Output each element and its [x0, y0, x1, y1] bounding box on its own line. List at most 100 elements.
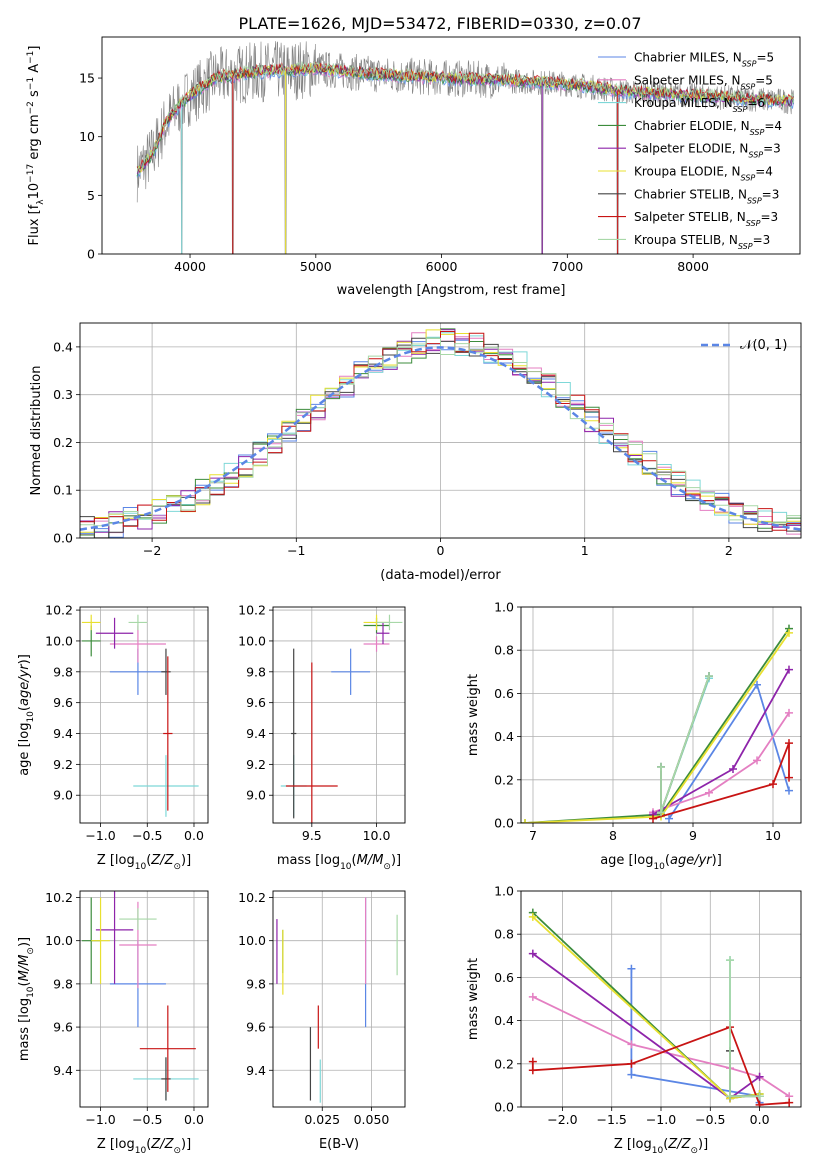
x-tick-label: −2: [143, 543, 161, 558]
x-tick-label: −1.0: [646, 1112, 676, 1127]
error-bar-point: [139, 1005, 196, 1092]
x-tick-label: −1.5: [597, 1112, 627, 1127]
error-bar-point: [133, 755, 199, 817]
x-tick-label: 9: [689, 828, 697, 843]
data-point-marker: [726, 1092, 735, 1101]
panel-age-vs-Z: −1.0 −0.5 0.0 9.0 9.2 9.4 9.6 9.8 10.0 10.2 Z [log…: [17, 603, 209, 872]
weight-line: [652, 742, 790, 820]
y-tick-label: 0.3: [53, 387, 73, 402]
legend: 𝒩(0, 1): [701, 338, 787, 353]
figure-title: PLATE=1626, MJD=53472, FIBERID=0330, z=0…: [238, 14, 641, 33]
y-tick-label: 0.4: [53, 339, 73, 354]
x-axis-label: Z [log10(Z/Z⊙)]: [97, 1137, 191, 1156]
x-axis-label: wavelength [Angstrom, rest frame]: [337, 283, 566, 298]
legend: Chabrier MILES, NSSP=5 Salpeter MILES, NS…: [598, 51, 782, 251]
grid-lines: [80, 607, 208, 823]
x-tick-label: 8000: [677, 259, 709, 274]
model-spectrum: [136, 60, 795, 172]
y-tick-label: 0.0: [53, 531, 73, 546]
panel-mass-vs-ebv: 0.025 0.050 9.4 9.6 9.8 10.0 10.2 E(B-V): [238, 890, 406, 1152]
data-point-marker: [785, 1098, 794, 1107]
legend-entry: Chabrier ELODIE, NSSP=4: [634, 119, 782, 137]
error-bar-point: [95, 891, 134, 984]
data-point-marker: [528, 912, 537, 921]
plot-area: [521, 624, 793, 823]
y-tick-label: 1.0: [494, 884, 514, 899]
data-point-marker: [785, 773, 793, 782]
data-point-marker: [528, 949, 537, 958]
error-bar-point: [81, 625, 101, 657]
x-axis-label: Z [log10(Z/Z⊙)]: [614, 1137, 708, 1156]
data-point-marker: [528, 1066, 537, 1075]
legend-entry: Chabrier STELIB, NSSP=3: [634, 187, 779, 205]
data-point-marker: [755, 1092, 764, 1101]
x-tick-label: 6000: [426, 259, 458, 274]
axes-frame: [272, 890, 406, 1108]
x-tick-label: −1.0: [85, 828, 115, 843]
data-point-marker: [627, 1070, 636, 1079]
panel-residuals: −2 −1 0 1 2 0.0 0.1 0.2 0.3 0.4 (data-model)/error…: [29, 322, 802, 583]
data-point-marker: [665, 814, 673, 823]
legend-entry: Salpeter MILES, NSSP=5: [634, 73, 773, 91]
panel-weight-vs-age: 7 8 9 10 0.0 0.2 0.4 0.6 0.8 1.0 age [log10(age/yr…: [466, 600, 802, 872]
x-tick-label: 0.0: [184, 1112, 204, 1127]
error-bar-point: [109, 625, 166, 663]
plot-area: [136, 41, 795, 254]
y-tick-label: 9.6: [53, 1020, 73, 1035]
y-tick-label: 0.0: [494, 816, 514, 831]
axes-frame: [79, 890, 209, 1108]
y-tick-label: 10: [79, 129, 95, 144]
y-tick-label: 0.2: [53, 435, 73, 450]
grid-lines: [273, 891, 405, 1107]
error-bar-point: [285, 662, 338, 823]
error-bar-point: [331, 648, 371, 695]
legend-entry: Chabrier MILES, NSSP=5: [634, 51, 774, 69]
y-tick-label: 9.2: [246, 757, 266, 772]
x-tick-label: −0.5: [132, 828, 162, 843]
y-tick-label: 10.2: [45, 603, 73, 618]
legend-entry: Kroupa STELIB, NSSP=3: [634, 233, 770, 251]
x-axis-label: age [log10(age/yr)]: [600, 853, 722, 872]
y-tick-label: 10.0: [238, 933, 266, 948]
y-tick-label: 0.4: [494, 1013, 514, 1028]
x-tick-label: 5000: [300, 259, 332, 274]
error-bar-point: [128, 614, 148, 631]
data-point-marker: [753, 756, 761, 765]
panel-weight-vs-Z: −2.0 −1.5 −1.0 −0.5 0.0 0.0 0.2 0.4 0.6 0.8 1.0 Z […: [466, 884, 802, 1156]
y-tick-label: 9.4: [53, 1063, 73, 1078]
error-bar-point: [95, 617, 134, 649]
y-tick-label: 1.0: [494, 600, 514, 615]
x-tick-label: 9.5: [302, 828, 322, 843]
plot-area: [81, 891, 199, 1101]
y-tick-label: 9.4: [246, 1063, 266, 1078]
plot-area: [280, 614, 403, 823]
data-point-marker: [785, 628, 793, 637]
data-point-marker: [528, 992, 537, 1001]
y-tick-label: 9.8: [246, 664, 266, 679]
data-point-marker: [649, 814, 657, 823]
y-axis-label: mass weight: [466, 674, 481, 756]
y-tick-label: 9.2: [53, 757, 73, 772]
axes-frame: [520, 890, 802, 1108]
y-tick-label: 0: [87, 247, 95, 262]
data-point-marker: [785, 739, 793, 748]
x-tick-label: 0.025: [304, 1112, 340, 1127]
x-axis-label: Z [log10(Z/Z⊙)]: [97, 853, 191, 872]
normal-pdf-curve: [80, 346, 801, 531]
legend-entry: Salpeter ELODIE, NSSP=3: [634, 142, 781, 160]
plot-area: [276, 897, 398, 1103]
x-tick-label: 0.0: [750, 1112, 770, 1127]
y-tick-label: 9.6: [53, 695, 73, 710]
y-tick-label: 10.0: [45, 933, 73, 948]
data-point-marker: [627, 1059, 636, 1068]
x-tick-label: −1: [287, 543, 305, 558]
y-tick-label: 5: [87, 188, 95, 203]
panel-age-vs-mass: 9.5 10.0 9.0 9.2 9.4 9.6 9.8 10.0 10.2 mass [log1…: [238, 603, 406, 872]
data-point-marker: [769, 780, 777, 789]
y-tick-label: 10.0: [238, 633, 266, 648]
x-tick-label: 10: [765, 828, 781, 843]
plot-area: [81, 614, 199, 817]
y-tick-label: 0.2: [494, 1056, 514, 1071]
data-point-marker: [528, 1057, 537, 1066]
y-tick-label: 10.2: [238, 890, 266, 905]
